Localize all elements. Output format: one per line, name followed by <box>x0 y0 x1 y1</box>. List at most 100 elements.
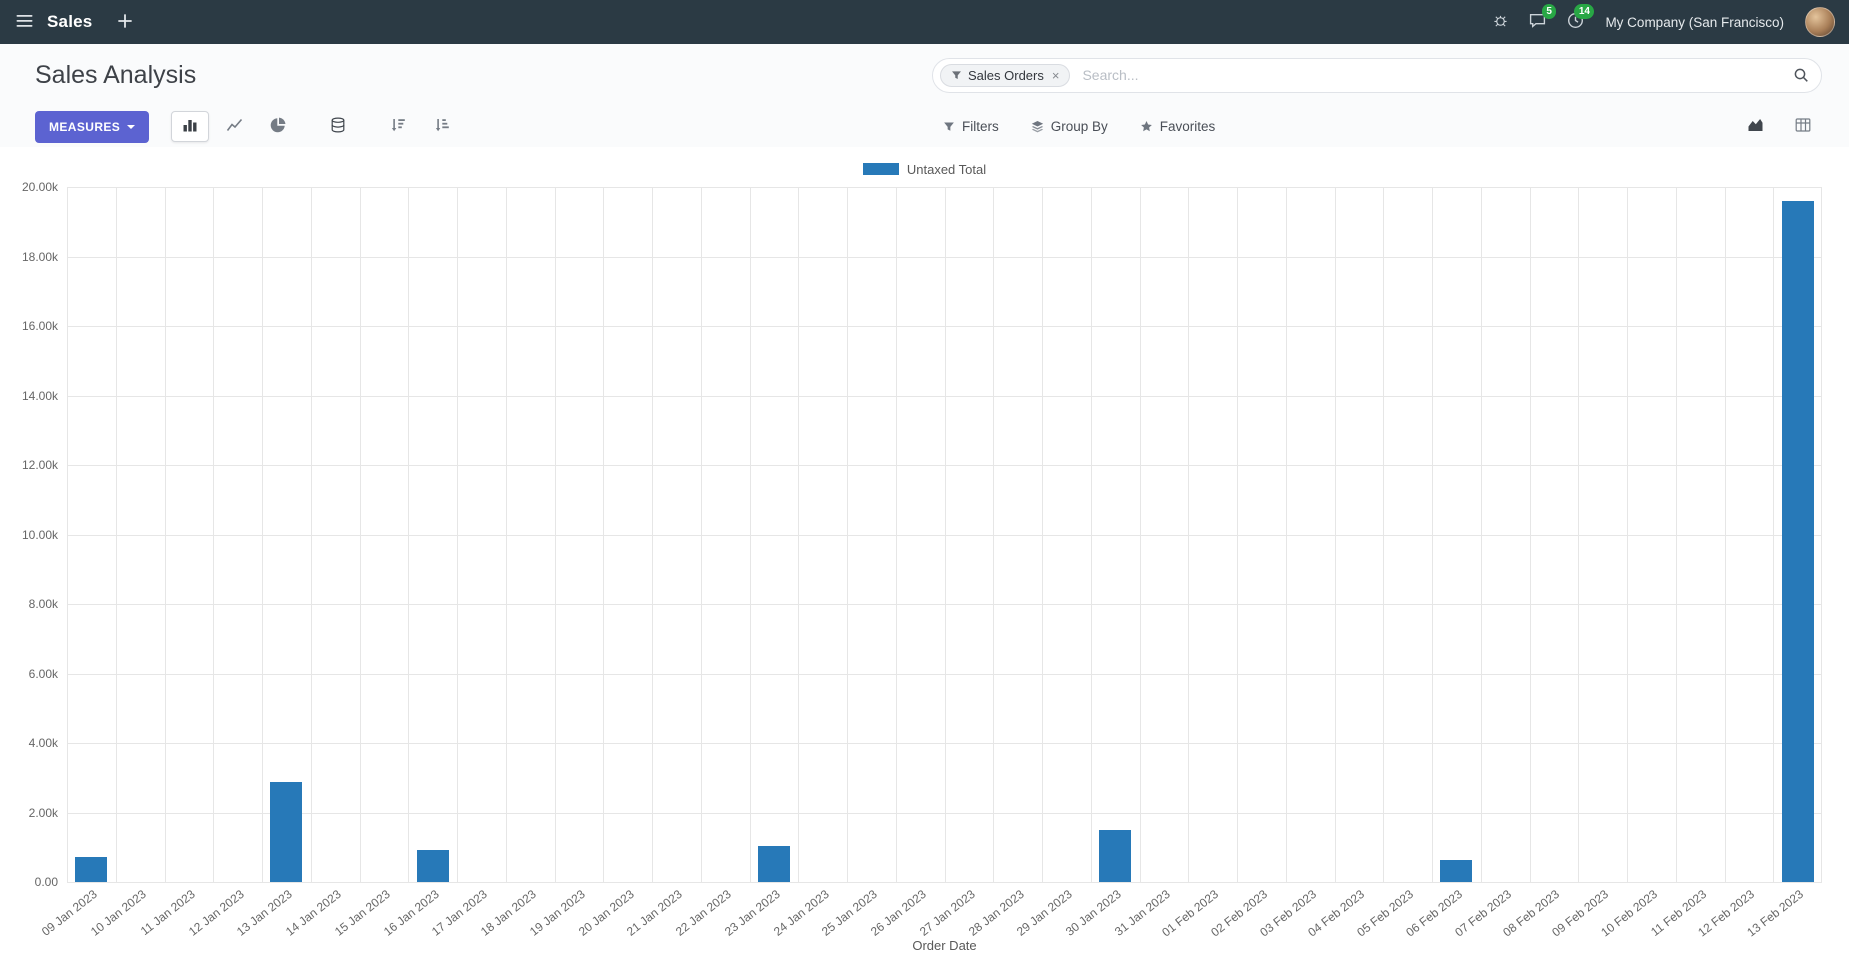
x-gridline <box>1334 187 1336 882</box>
favorites-star-icon <box>1140 120 1153 133</box>
favorites-label: Favorites <box>1159 119 1216 134</box>
activities-badge: 14 <box>1574 4 1595 19</box>
chart-legend[interactable]: Untaxed Total <box>0 161 1849 177</box>
stacked-toggle-button[interactable] <box>319 111 357 142</box>
x-gridline <box>1724 187 1726 882</box>
search-facet[interactable]: Sales Orders × <box>940 63 1071 87</box>
x-axis-title: Order Date <box>912 938 977 953</box>
x-gridline <box>1090 187 1092 882</box>
pivot-view-icon <box>1795 117 1811 136</box>
bar-chart-icon <box>182 117 198 136</box>
x-gridline <box>700 187 702 882</box>
y-tick-label: 12.00k <box>21 458 58 472</box>
app-name[interactable]: Sales <box>47 12 93 31</box>
y-tick-label: 2.00k <box>28 805 58 820</box>
x-gridline <box>895 187 897 882</box>
x-gridline <box>408 187 410 882</box>
sort-desc-button[interactable] <box>379 111 417 142</box>
line-chart-icon <box>226 117 243 136</box>
x-gridline <box>554 187 556 882</box>
sort-asc-button[interactable] <box>423 111 461 142</box>
x-gridline <box>164 187 166 882</box>
activities-button[interactable]: 14 <box>1567 4 1595 32</box>
line-chart-mode-button[interactable] <box>215 111 253 142</box>
x-gridline <box>359 187 361 882</box>
measures-button[interactable]: MEASURES <box>35 110 150 143</box>
bar[interactable] <box>75 856 108 882</box>
y-tick-label: 0.00 <box>34 875 58 889</box>
x-gridline <box>1188 187 1190 882</box>
x-gridline <box>944 187 946 882</box>
x-gridline <box>1627 187 1628 882</box>
graph-view-chart: Untaxed Total 0.00 2.00k 4.00k 6.00k 8.00k 10… <box>0 161 1849 953</box>
x-gridline <box>1578 187 1580 882</box>
x-gridline <box>1237 187 1238 882</box>
search-bar[interactable]: Sales Orders × <box>932 57 1822 93</box>
group-by-button[interactable]: Group By <box>1031 119 1108 134</box>
favorites-button[interactable]: Favorites <box>1140 119 1216 134</box>
bug-icon <box>1493 13 1508 31</box>
new-button[interactable] <box>118 13 133 31</box>
legend-swatch <box>862 163 899 175</box>
nav-systray: 5 14 My Company (San Francisco) <box>1493 4 1835 37</box>
control-panel: MEASURES <box>0 106 1849 147</box>
x-gridline <box>652 187 653 882</box>
sort-asc-icon <box>434 117 450 136</box>
avatar <box>1805 7 1835 37</box>
bar[interactable] <box>757 845 790 882</box>
measures-label: MEASURES <box>49 119 121 134</box>
x-gridline <box>457 187 458 882</box>
x-gridline <box>1821 187 1822 882</box>
y-gridline <box>67 882 1822 883</box>
filters-label: Filters <box>962 119 999 134</box>
x-gridline <box>993 187 995 882</box>
apps-menu-button[interactable] <box>16 14 33 31</box>
x-gridline <box>847 187 848 882</box>
debug-menu-button[interactable] <box>1493 13 1508 31</box>
search-input[interactable] <box>1082 67 1793 83</box>
x-gridline <box>67 187 68 882</box>
x-gridline <box>1042 187 1043 882</box>
sort-desc-icon <box>390 117 406 136</box>
facet-remove-icon[interactable]: × <box>1051 67 1060 83</box>
hamburger-menu-icon <box>16 14 33 31</box>
bar[interactable] <box>1781 200 1814 882</box>
x-gridline <box>1285 187 1287 882</box>
search-options: Filters Group By Favorites <box>943 119 1215 134</box>
x-gridline <box>505 187 507 882</box>
pie-chart-mode-button[interactable] <box>259 111 297 142</box>
bar[interactable] <box>1440 860 1473 882</box>
plus-icon <box>118 13 133 31</box>
x-gridline <box>115 187 117 882</box>
messages-button[interactable]: 5 <box>1529 4 1557 32</box>
x-gridline <box>262 187 263 882</box>
bar[interactable] <box>270 781 303 882</box>
x-gridline <box>1139 187 1141 882</box>
legend-label: Untaxed Total <box>906 161 987 177</box>
bar[interactable] <box>1099 830 1132 882</box>
y-tick-label: 10.00k <box>21 527 58 542</box>
search-icon[interactable] <box>1793 67 1809 83</box>
y-tick-label: 4.00k <box>28 736 58 750</box>
x-gridline <box>310 187 312 882</box>
bar[interactable] <box>416 849 449 882</box>
company-switcher[interactable]: My Company (San Francisco) <box>1605 14 1784 30</box>
pie-chart-icon <box>270 117 286 136</box>
x-gridline <box>749 187 751 882</box>
bar-chart-mode-button[interactable] <box>171 111 210 142</box>
plot-area: 0.00 2.00k 4.00k 6.00k 8.00k 10.00k 12.00k 14.0… <box>22 180 1822 940</box>
x-gridline <box>1480 187 1482 882</box>
x-gridline <box>1529 187 1531 882</box>
filters-button[interactable]: Filters <box>943 119 999 134</box>
graph-view-button[interactable] <box>1736 111 1774 142</box>
x-gridline <box>603 187 605 882</box>
y-tick-label: 6.00k <box>28 666 58 681</box>
stacked-icon <box>330 117 346 136</box>
view-switcher <box>1736 111 1822 142</box>
user-menu-button[interactable] <box>1805 7 1835 37</box>
y-tick-label: 16.00k <box>21 319 58 333</box>
facet-label: Sales Orders <box>968 67 1044 83</box>
filter-icon <box>943 121 955 133</box>
x-gridline <box>1773 187 1775 882</box>
pivot-view-button[interactable] <box>1784 111 1822 142</box>
